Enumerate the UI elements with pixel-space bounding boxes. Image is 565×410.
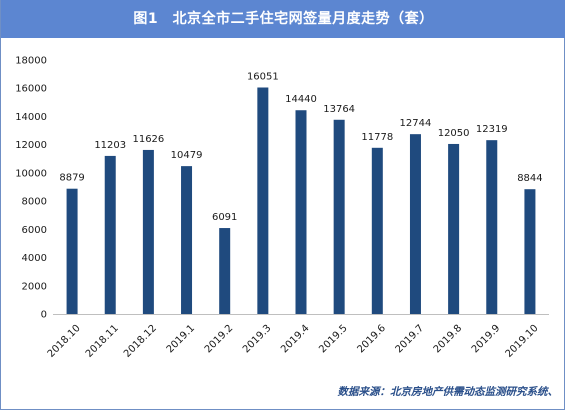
data-label: 16051 — [247, 72, 279, 83]
y-tick-label: 0 — [41, 310, 47, 321]
data-label: 12744 — [400, 118, 432, 129]
y-axis: 0 2000 4000 6000 8000 10000 12000 14000 16000 180… — [15, 56, 47, 321]
bar — [524, 189, 536, 314]
bar — [486, 140, 498, 314]
bar — [142, 149, 154, 314]
y-tick-label: 4000 — [22, 253, 47, 264]
data-label: 8879 — [59, 173, 84, 184]
data-label: 12050 — [438, 128, 470, 139]
y-tick-label: 6000 — [22, 225, 47, 236]
data-label: 10479 — [171, 150, 203, 161]
bar — [181, 166, 193, 314]
x-tick-label: 2019.6 — [355, 323, 388, 356]
data-label: 11626 — [132, 134, 164, 145]
x-axis: 2018.10 2018.11 2018.12 2019.1 2019.2 2019.3 2… — [46, 314, 549, 360]
x-tick-label: 2019.5 — [317, 323, 350, 356]
y-tick-label: 8000 — [22, 197, 47, 208]
y-tick-label: 12000 — [15, 140, 47, 151]
x-tick-label: 2019.9 — [470, 323, 503, 356]
bar — [448, 143, 460, 314]
bar — [409, 134, 421, 314]
x-tick-label: 2018.12 — [122, 323, 159, 360]
data-label: 6091 — [212, 212, 237, 223]
bar — [295, 110, 307, 314]
y-tick-label: 10000 — [15, 168, 47, 179]
x-tick-label: 2019.7 — [394, 323, 427, 356]
y-tick-label: 14000 — [15, 112, 47, 123]
data-label: 12319 — [476, 124, 508, 135]
data-label: 14440 — [285, 94, 317, 105]
x-tick-label: 2019.8 — [432, 323, 465, 356]
data-label: 11778 — [361, 132, 393, 143]
data-label: 8844 — [517, 173, 542, 184]
data-source-note: 数据来源：北京房地产供需动态监测研究系统、 — [337, 386, 559, 398]
chart-title: 图1 北京全市二手住宅网签量月度走势（套） — [1, 0, 565, 38]
bar — [66, 188, 78, 314]
bar — [104, 155, 116, 314]
y-tick-label: 18000 — [15, 56, 47, 67]
x-tick-label: 2018.11 — [84, 323, 121, 360]
x-tick-label: 2019.1 — [165, 323, 198, 356]
x-tick-label: 2018.10 — [46, 323, 83, 360]
y-tick-label: 2000 — [22, 281, 47, 292]
bars: 8879 11203 11626 10479 6091 16051 14440 13764 11… — [59, 72, 543, 315]
bar — [257, 87, 269, 314]
bar — [371, 147, 383, 314]
x-tick-label: 2019.3 — [241, 323, 274, 356]
x-tick-label: 2019.2 — [203, 323, 236, 356]
bar — [219, 228, 231, 314]
x-tick-label: 2019.10 — [504, 323, 541, 360]
data-label: 13764 — [323, 104, 355, 115]
x-tick-label: 2019.4 — [279, 323, 312, 356]
data-label: 11203 — [94, 140, 126, 151]
y-tick-label: 16000 — [15, 84, 47, 95]
bar — [333, 119, 345, 315]
